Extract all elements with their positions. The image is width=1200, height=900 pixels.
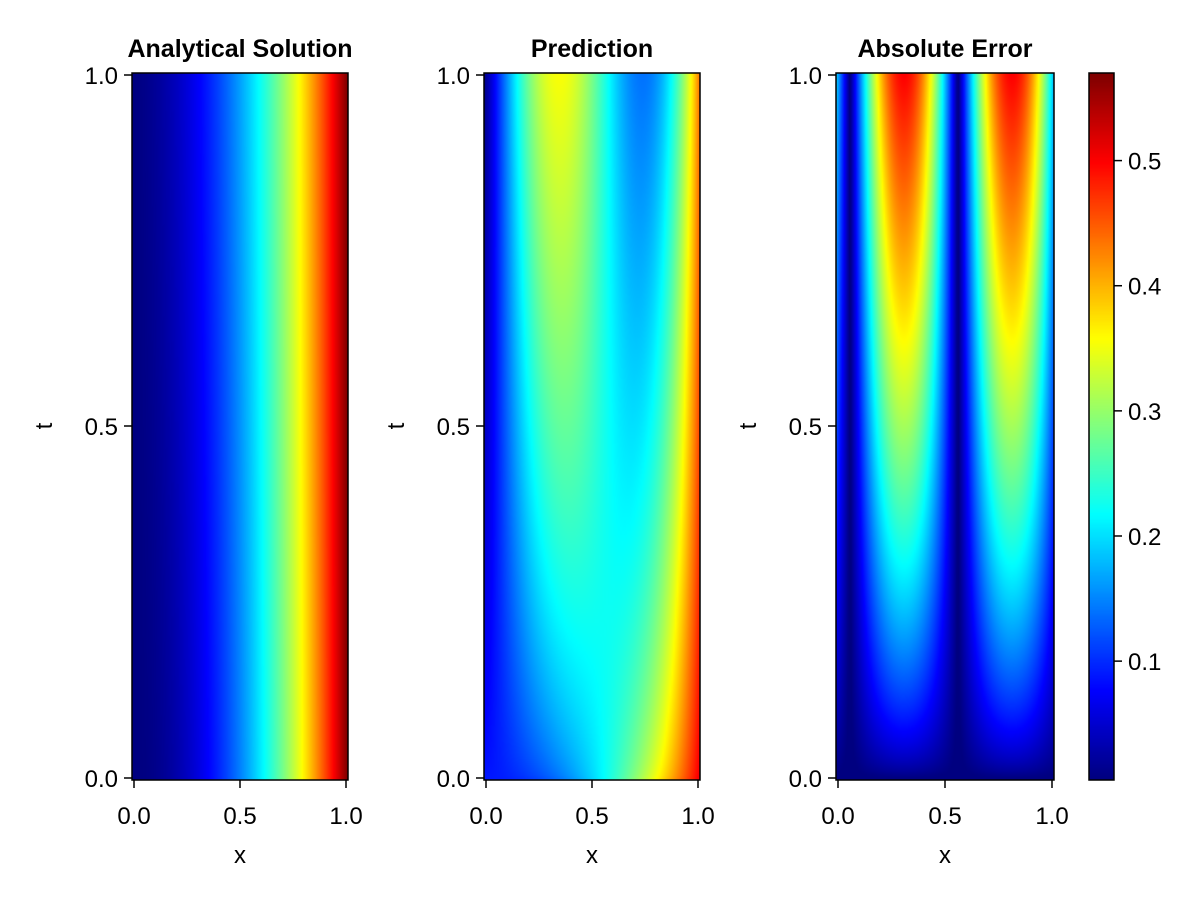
y-tick-label: 1.0: [85, 63, 118, 90]
x-tick-label: 0.5: [223, 803, 256, 830]
colorbar-tick-label: 0.3: [1128, 399, 1161, 426]
heatmap-analytical: [132, 73, 348, 780]
heatmap-absolute-error: [836, 73, 1054, 780]
x-tick-label: 0.0: [117, 803, 150, 830]
y-axis-label: t: [735, 422, 762, 429]
x-tick-label: 0.0: [821, 803, 854, 830]
panel-title: Prediction: [531, 35, 653, 63]
panel-analytical: Analytical Solution 1.0 0.5 0.0 0.0 0.5 …: [31, 35, 363, 869]
x-tick-label: 1.0: [681, 803, 714, 830]
x-axis-label: x: [234, 842, 246, 869]
y-tick-label: 0.5: [437, 414, 470, 441]
colorbar-tick-label: 0.1: [1128, 649, 1161, 676]
x-tick-label: 0.0: [469, 803, 502, 830]
y-tick-label: 0.5: [85, 414, 118, 441]
y-axis-label: t: [383, 422, 410, 429]
x-tick-label: 1.0: [1035, 803, 1068, 830]
colorbar-ticks: 0.1 0.2 0.3 0.4 0.5: [1114, 149, 1161, 677]
y-tick-label: 1.0: [789, 63, 822, 90]
y-tick-label: 0.0: [789, 766, 822, 793]
x-tick-label: 1.0: [329, 803, 362, 830]
x-axis-label: x: [586, 842, 598, 869]
x-axis-label: x: [939, 842, 951, 869]
colorbar-tick-label: 0.5: [1128, 149, 1161, 176]
panel-title: Analytical Solution: [127, 35, 352, 63]
x-tick-label: 0.5: [575, 803, 608, 830]
y-tick-label: 0.5: [789, 414, 822, 441]
panel-prediction: Prediction 1.0 0.5 0.0 0.0 0.5 1.0 x t: [383, 35, 715, 869]
panel-absolute-error: Absolute Error 1.0 0.5 0.0 0.0 0.5 1.0 x…: [735, 35, 1069, 869]
colorbar-gradient: [1089, 73, 1114, 780]
y-axis-label: t: [31, 422, 58, 429]
heatmap-prediction: [484, 73, 700, 780]
y-tick-label: 1.0: [437, 63, 470, 90]
y-tick-label: 0.0: [85, 766, 118, 793]
y-tick-label: 0.0: [437, 766, 470, 793]
panel-title: Absolute Error: [857, 35, 1032, 63]
colorbar: 0.1 0.2 0.3 0.4 0.5: [1089, 73, 1161, 780]
colorbar-tick-label: 0.4: [1128, 274, 1161, 301]
colorbar-tick-label: 0.2: [1128, 524, 1161, 551]
x-tick-label: 0.5: [928, 803, 961, 830]
